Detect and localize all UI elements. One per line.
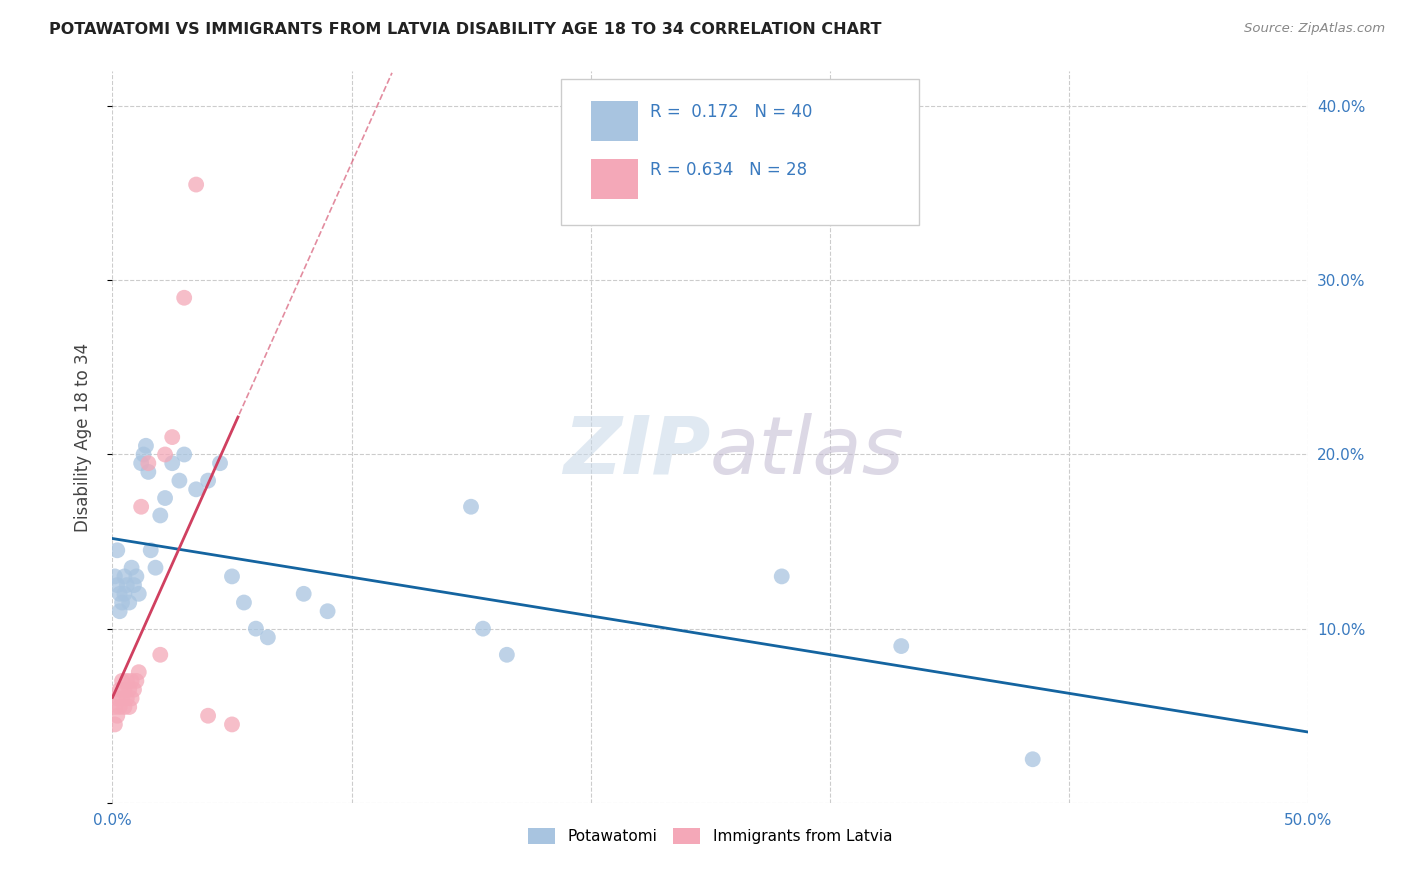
Point	[114, 700, 135, 714]
Point	[209, 456, 232, 470]
Point	[770, 569, 793, 583]
Point	[149, 648, 172, 662]
Point	[890, 639, 912, 653]
Point	[138, 456, 160, 470]
Point	[153, 448, 176, 462]
Point	[121, 691, 143, 706]
Text: atlas: atlas	[710, 413, 905, 491]
Point	[1022, 752, 1045, 766]
Point	[104, 569, 127, 583]
FancyBboxPatch shape	[561, 78, 920, 225]
Point	[125, 569, 148, 583]
Point	[104, 717, 127, 731]
Point	[472, 622, 495, 636]
Point	[135, 439, 157, 453]
Point	[162, 456, 183, 470]
Bar	[591, 159, 638, 200]
Point	[153, 491, 176, 505]
Point	[118, 682, 141, 697]
Point	[111, 691, 134, 706]
Point	[105, 708, 128, 723]
Point	[105, 691, 128, 706]
Point	[104, 700, 127, 714]
Point	[108, 700, 131, 714]
Point	[129, 500, 152, 514]
Point	[105, 543, 128, 558]
Point	[316, 604, 339, 618]
Point	[132, 448, 155, 462]
Point	[173, 448, 195, 462]
Point	[145, 560, 167, 574]
Point	[197, 474, 219, 488]
Bar	[591, 101, 638, 141]
Point	[108, 587, 131, 601]
Text: Source: ZipAtlas.com: Source: ZipAtlas.com	[1244, 22, 1385, 36]
Point	[108, 604, 131, 618]
Point	[460, 500, 482, 514]
Point	[111, 673, 134, 688]
Point	[128, 587, 150, 601]
Point	[118, 595, 141, 609]
Point	[115, 578, 138, 592]
Point	[115, 673, 138, 688]
Point	[162, 430, 183, 444]
Point	[169, 474, 191, 488]
Point	[186, 483, 208, 497]
Legend: Potawatomi, Immigrants from Latvia: Potawatomi, Immigrants from Latvia	[522, 822, 898, 850]
Point	[114, 587, 135, 601]
Point	[121, 560, 143, 574]
Point	[138, 465, 160, 479]
Text: R = 0.634   N = 28: R = 0.634 N = 28	[651, 161, 807, 179]
Point	[292, 587, 315, 601]
Point	[257, 631, 280, 645]
Point	[122, 578, 145, 592]
Point	[115, 691, 138, 706]
Point	[245, 622, 267, 636]
Point	[149, 508, 172, 523]
Point	[221, 717, 243, 731]
Text: ZIP: ZIP	[562, 413, 710, 491]
Y-axis label: Disability Age 18 to 34: Disability Age 18 to 34	[73, 343, 91, 532]
Point	[114, 569, 135, 583]
Point	[186, 178, 208, 192]
Point	[128, 665, 150, 680]
Point	[105, 578, 128, 592]
Point	[111, 595, 134, 609]
Point	[114, 682, 135, 697]
Text: R =  0.172   N = 40: R = 0.172 N = 40	[651, 103, 813, 120]
Point	[233, 595, 256, 609]
Point	[197, 708, 219, 723]
Point	[108, 682, 131, 697]
Point	[121, 673, 143, 688]
Point	[139, 543, 162, 558]
Point	[496, 648, 519, 662]
Point	[125, 673, 148, 688]
Point	[221, 569, 243, 583]
Point	[122, 682, 145, 697]
Text: POTAWATOMI VS IMMIGRANTS FROM LATVIA DISABILITY AGE 18 TO 34 CORRELATION CHART: POTAWATOMI VS IMMIGRANTS FROM LATVIA DIS…	[49, 22, 882, 37]
Point	[173, 291, 195, 305]
Point	[129, 456, 152, 470]
Point	[118, 700, 141, 714]
